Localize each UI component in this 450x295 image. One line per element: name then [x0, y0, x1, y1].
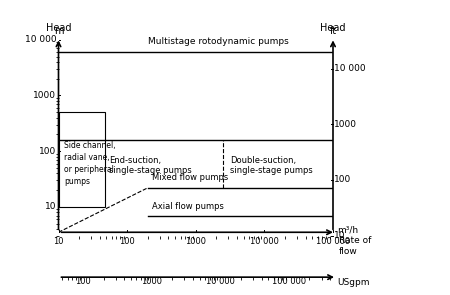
Text: Axial flow pumps: Axial flow pumps — [152, 202, 224, 211]
Text: USgpm: USgpm — [338, 278, 370, 286]
Text: Multistage rotodynamic pumps: Multistage rotodynamic pumps — [148, 37, 288, 46]
Text: 1000: 1000 — [334, 120, 357, 129]
Text: 10: 10 — [45, 202, 56, 212]
Text: 10 000: 10 000 — [25, 35, 56, 44]
Text: 100: 100 — [334, 176, 351, 184]
Text: End-suction,
single-stage pumps: End-suction, single-stage pumps — [109, 156, 192, 175]
Text: 10 000: 10 000 — [250, 237, 279, 246]
Text: Rate of
flow: Rate of flow — [339, 236, 371, 256]
Bar — [58, 112, 104, 207]
Text: Double-suction,
single-stage pumps: Double-suction, single-stage pumps — [230, 156, 313, 175]
Text: 100 000: 100 000 — [316, 237, 350, 246]
Text: ft: ft — [329, 27, 337, 36]
Text: 1000: 1000 — [185, 237, 206, 246]
Text: 100 000: 100 000 — [272, 277, 306, 286]
Text: 10 000: 10 000 — [334, 64, 365, 73]
Text: Side channel,
radial vane,
or peripheral
pumps: Side channel, radial vane, or peripheral… — [64, 141, 116, 186]
Text: m³/h: m³/h — [337, 226, 358, 235]
Text: Mixed flow pumps: Mixed flow pumps — [152, 173, 228, 182]
Text: 1000: 1000 — [33, 91, 56, 100]
Text: 100: 100 — [119, 237, 135, 246]
Text: 10: 10 — [334, 231, 345, 240]
Text: 1000: 1000 — [141, 277, 162, 286]
Text: 10 000: 10 000 — [206, 277, 234, 286]
Text: Head: Head — [320, 24, 346, 33]
Text: Head: Head — [46, 24, 71, 33]
Text: m: m — [54, 27, 63, 36]
Text: 100: 100 — [39, 147, 56, 156]
Text: 10: 10 — [53, 237, 64, 246]
Text: 100: 100 — [75, 277, 91, 286]
